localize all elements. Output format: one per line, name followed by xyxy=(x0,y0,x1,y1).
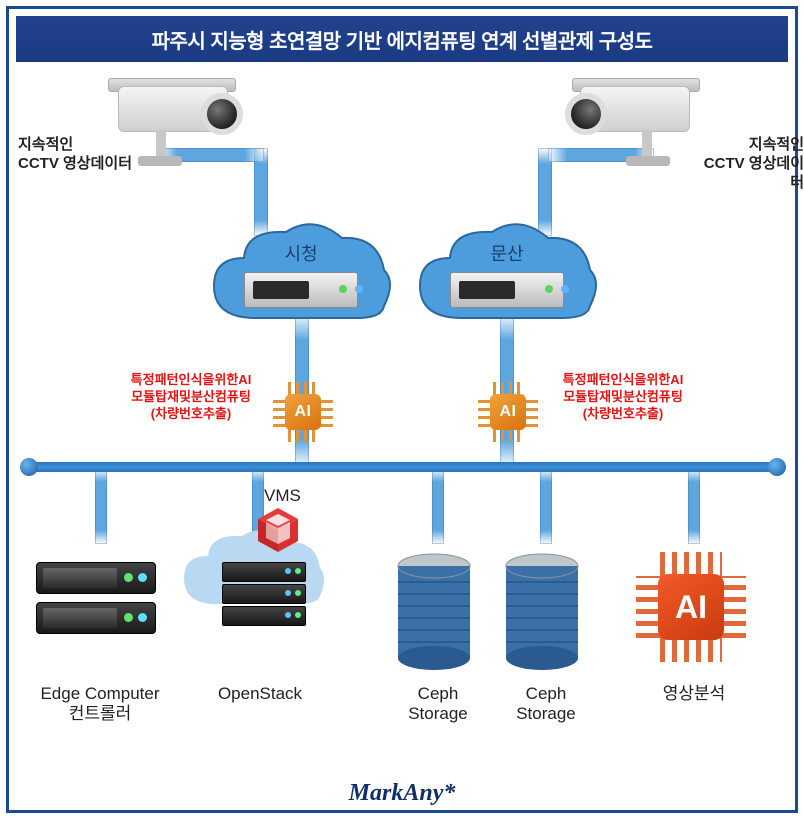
cloud-device-left xyxy=(244,272,358,308)
cctv-label-left: 지속적인 CCTV 영상데이터 xyxy=(18,136,132,174)
brand-logo: MarkAny* xyxy=(0,780,804,807)
cloud-munsan: 문산 xyxy=(412,218,602,338)
cloud-label-left: 시청 xyxy=(206,240,396,266)
openstack-label: OpenStack xyxy=(190,684,330,704)
ai-chip-left: AI xyxy=(273,382,333,442)
pipe-drop-edge xyxy=(95,468,107,544)
ceph-storage-1 xyxy=(394,552,474,677)
ai-chip-big: AI xyxy=(636,552,746,662)
cloud-device-right xyxy=(450,272,564,308)
vms-label: VMS xyxy=(264,486,301,506)
network-bus xyxy=(28,462,776,472)
pipe-drop-ceph2 xyxy=(540,468,552,544)
cctv-camera-right xyxy=(570,80,700,170)
cctv-label-right: 지속적인 CCTV 영상데이터 xyxy=(702,136,804,192)
edge-computer xyxy=(36,562,156,642)
cloud-label-right: 문산 xyxy=(412,240,602,266)
pipe-drop-ai xyxy=(688,468,700,544)
title-text: 파주시 지능형 초연결망 기반 에지컴퓨팅 연계 선별관제 구성도 xyxy=(152,25,653,54)
edge-label: Edge Computer 컨트롤러 xyxy=(30,684,170,725)
cloud-city-hall: 시청 xyxy=(206,218,396,338)
ceph-label-2: Ceph Storage xyxy=(476,684,616,725)
video-analysis-label: 영상분석 xyxy=(624,684,764,704)
bus-end-right xyxy=(768,458,786,476)
ai-chip-right: AI xyxy=(478,382,538,442)
ceph-storage-2 xyxy=(502,552,582,677)
ai-caption-left: 특정패턴인식을위한AI 모듈탑재및분산컴퓨팅 (차량번호추출) xyxy=(116,372,266,423)
title-bar: 파주시 지능형 초연결망 기반 에지컴퓨팅 연계 선별관제 구성도 xyxy=(16,16,788,62)
ai-caption-right: 특정패턴인식을위한AI 모듈탑재및분산컴퓨팅 (차량번호추출) xyxy=(548,372,698,423)
openstack-cube-icon xyxy=(254,506,302,554)
pipe-drop-ceph1 xyxy=(432,468,444,544)
bus-end-left xyxy=(20,458,38,476)
